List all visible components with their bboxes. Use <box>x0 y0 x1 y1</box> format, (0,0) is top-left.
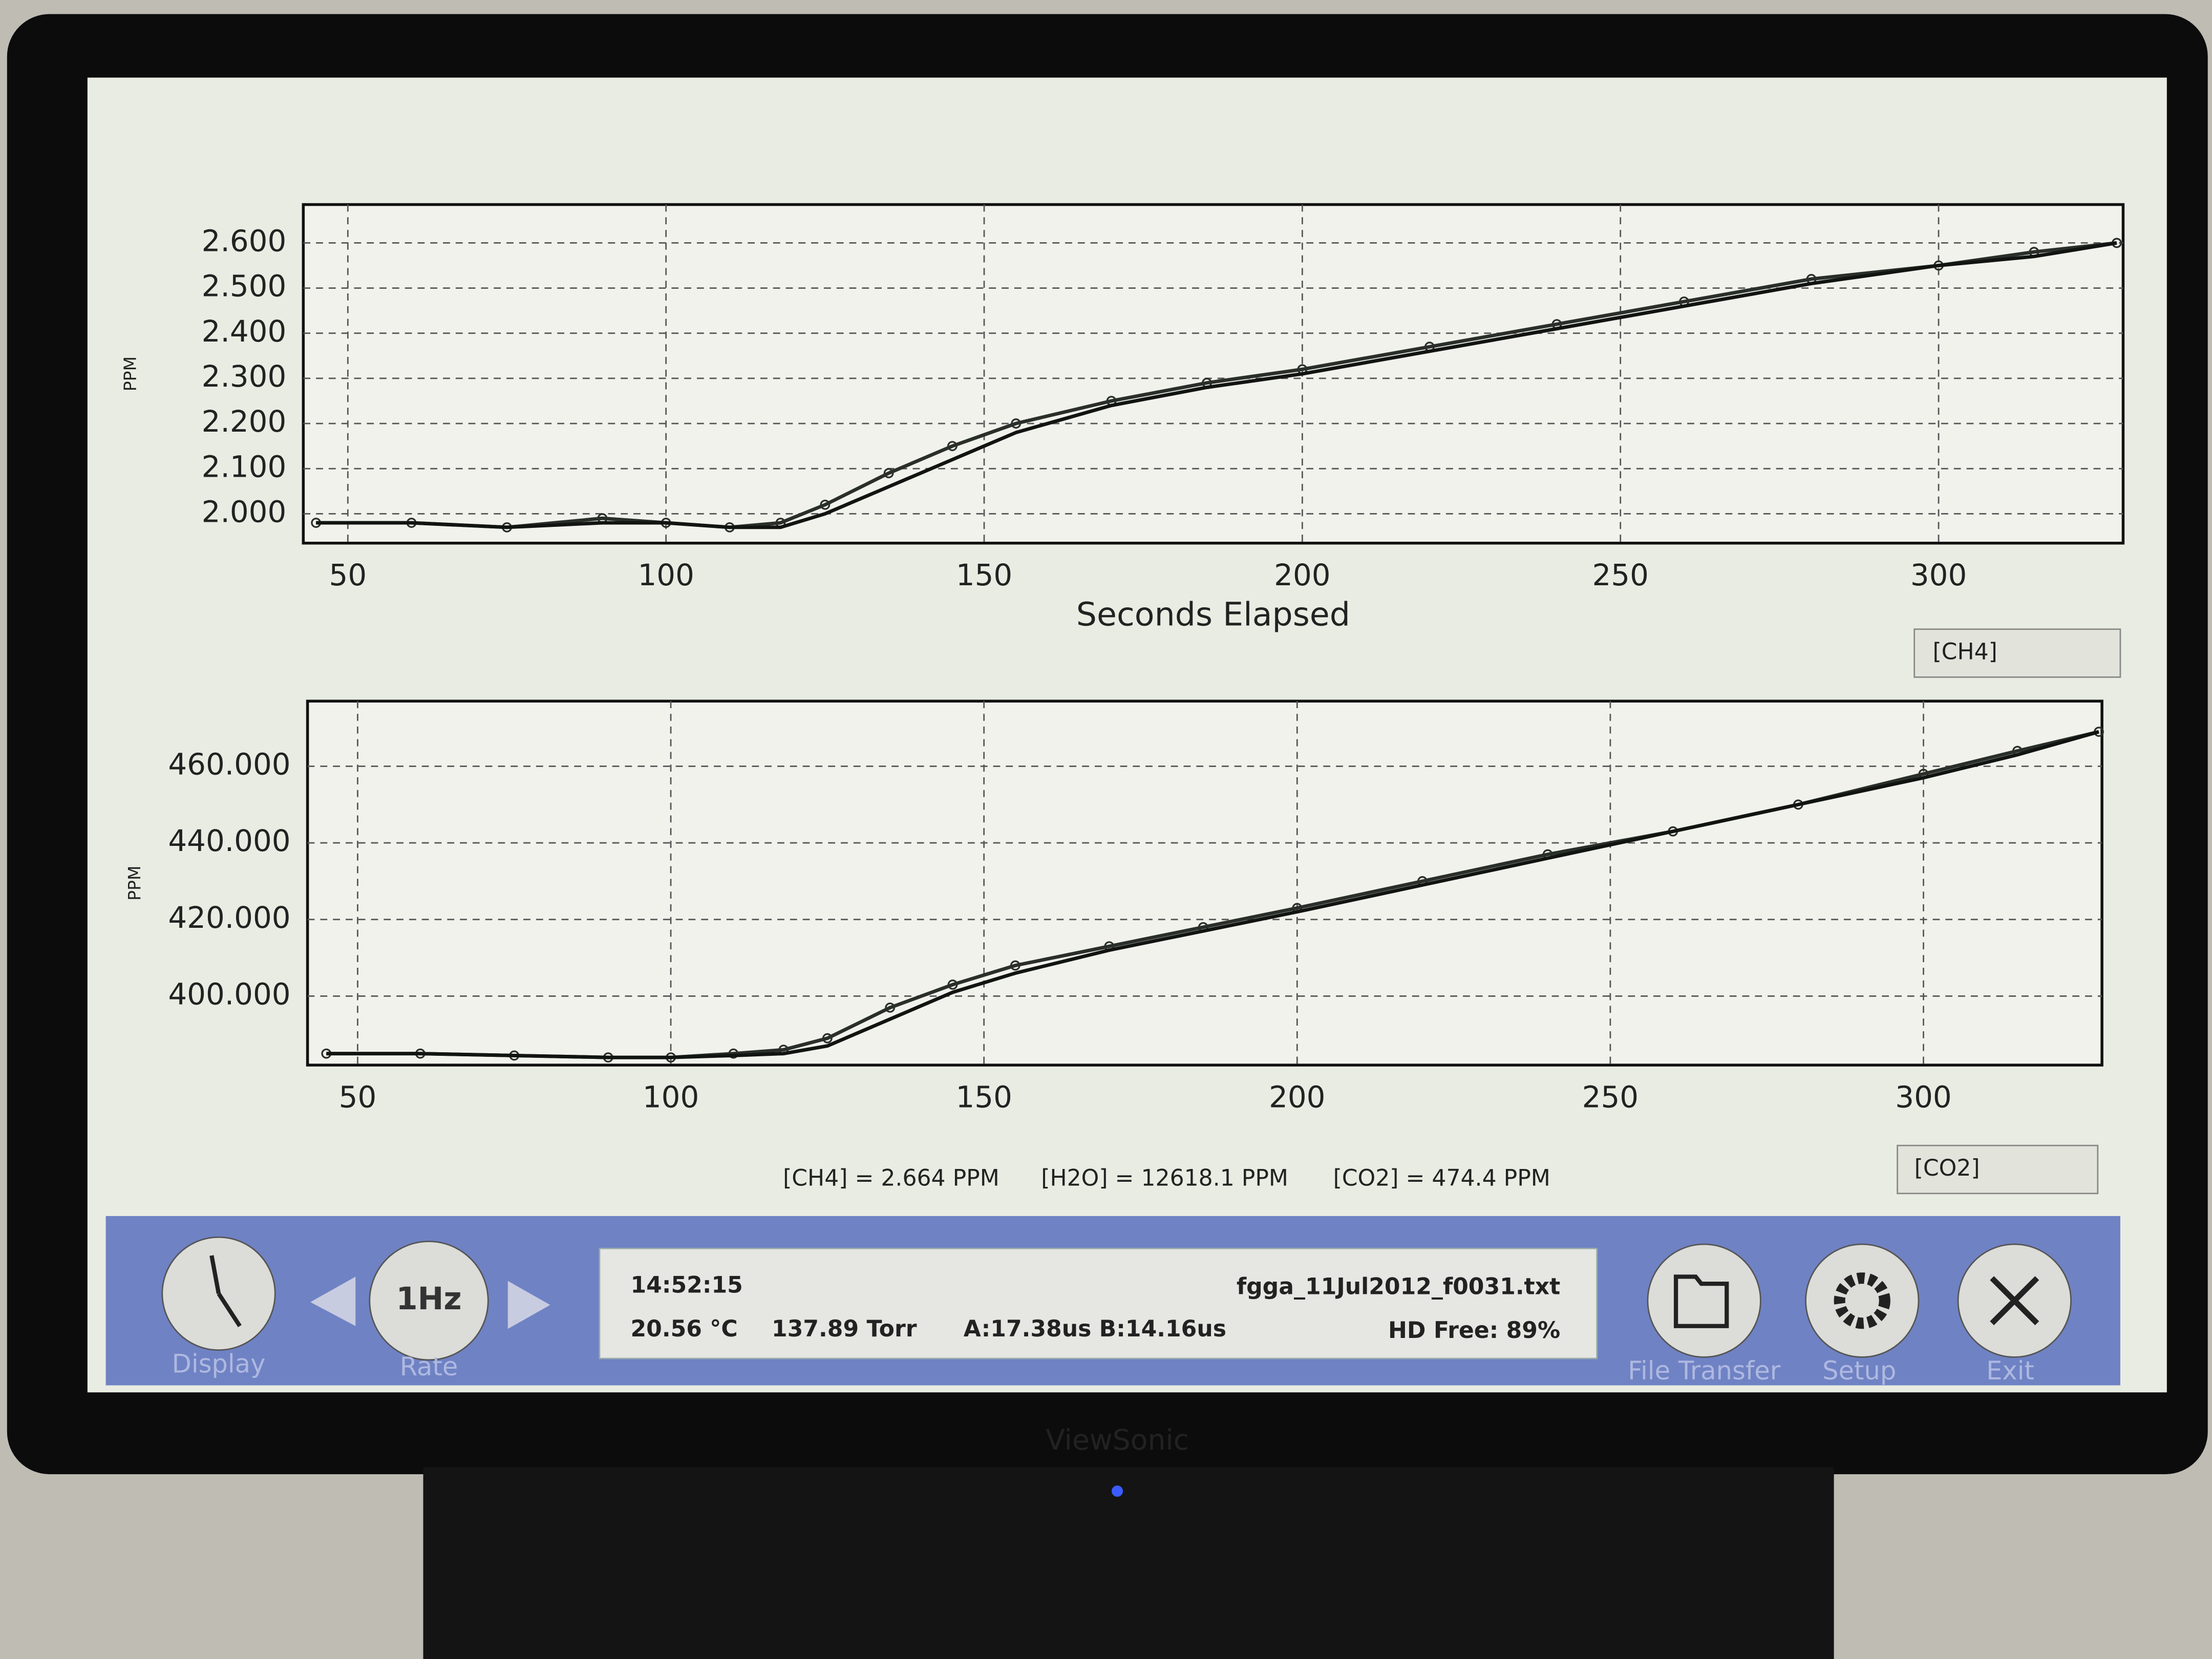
button-label: File Transfer <box>1628 1356 1781 1386</box>
x-tick-label: 50 <box>329 558 367 592</box>
button-face <box>369 1241 489 1361</box>
status-time: 14:52:15 <box>631 1272 743 1299</box>
channel-selector[interactable] <box>1913 628 2121 678</box>
folder-icon <box>1673 1274 1729 1328</box>
x-tick-label: 100 <box>643 1079 699 1114</box>
data-point <box>947 441 958 452</box>
status-pressure: 137.89 Torr <box>772 1316 917 1342</box>
series-line <box>326 730 2099 1059</box>
status-temperature: 20.56 °C <box>631 1316 738 1342</box>
button-face <box>1647 1243 1761 1358</box>
series-line <box>316 241 2117 529</box>
clock-hand <box>209 1255 221 1294</box>
y-tick-label: 2.400 <box>202 314 287 349</box>
status-panel <box>599 1247 1598 1359</box>
button-label: Exit <box>1986 1356 2034 1386</box>
gear-icon <box>1834 1272 1890 1329</box>
selector-label: [CO2] <box>1915 1155 1980 1181</box>
display-button[interactable]: Display <box>161 1236 276 1378</box>
readout: [CO2] = 474.4 PPM <box>1333 1165 1550 1191</box>
x-tick-label: 300 <box>1910 558 1967 592</box>
data-point <box>885 1002 896 1013</box>
y-tick-label: 420.000 <box>168 900 290 935</box>
x-tick-label: 150 <box>955 1079 1012 1114</box>
setup-button[interactable]: Setup <box>1805 1243 1920 1386</box>
selector-label: [CH4] <box>1932 639 1997 665</box>
x-tick-label: 250 <box>1582 1079 1639 1114</box>
x-axis-label: Seconds Elapsed <box>1076 595 1350 633</box>
plot-area <box>306 699 2103 1067</box>
data-point <box>1010 960 1020 971</box>
y-tick-label: 2.500 <box>202 269 287 304</box>
channel-selector[interactable] <box>1897 1144 2099 1195</box>
readout: [H2O] = 12618.1 PPM <box>1041 1165 1288 1191</box>
file-transfer-button[interactable]: File Transfer <box>1628 1243 1781 1386</box>
data-point <box>822 1033 833 1044</box>
y-axis-label: PPM <box>120 356 140 391</box>
button-label: Setup <box>1822 1356 1896 1386</box>
rate-down[interactable] <box>310 1277 356 1326</box>
y-tick-label: 2.100 <box>202 449 287 484</box>
x-tick-label: 200 <box>1269 1079 1325 1114</box>
y-tick-label: 400.000 <box>168 977 290 1012</box>
y-tick-label: 2.200 <box>202 404 287 439</box>
x-tick-label: 250 <box>1592 558 1649 592</box>
rate-button[interactable]: 1Hz Rate <box>369 1241 489 1381</box>
status-timing: A:17.38us B:14.16us <box>964 1316 1226 1342</box>
clock-hand <box>217 1292 242 1328</box>
y-tick-label: 2.600 <box>202 224 287 259</box>
exit-button[interactable]: Exit <box>1957 1243 2072 1386</box>
x-tick-label: 50 <box>339 1079 377 1114</box>
button-label: Display <box>172 1349 266 1378</box>
power-led <box>1112 1485 1123 1497</box>
y-tick-label: 2.300 <box>202 359 287 394</box>
button-label: Rate <box>400 1352 458 1381</box>
close-icon <box>1990 1276 2039 1326</box>
y-tick-label: 440.000 <box>168 823 290 858</box>
status-file: fgga_11Jul2012_f0031.txt <box>1237 1273 1560 1300</box>
series-line <box>316 241 2117 529</box>
x-tick-label: 300 <box>1895 1079 1951 1114</box>
x-tick-label: 200 <box>1274 558 1330 592</box>
status-disk: HD Free: 89% <box>1388 1317 1560 1344</box>
data-point <box>820 499 831 510</box>
y-axis-label: PPM <box>124 866 144 901</box>
plot-area <box>302 203 2125 545</box>
brand: ViewSonic <box>1046 1423 1189 1456</box>
data-point <box>947 980 958 990</box>
readout: [CH4] = 2.664 PPM <box>783 1165 999 1191</box>
rate-value: 1Hz <box>396 1281 461 1317</box>
x-tick-label: 150 <box>956 558 1012 592</box>
y-tick-label: 460.000 <box>168 747 290 782</box>
button-face <box>1805 1243 1920 1358</box>
rate-up[interactable] <box>507 1281 550 1329</box>
y-tick-label: 2.000 <box>202 495 287 529</box>
x-tick-label: 100 <box>637 558 694 592</box>
data-point <box>1011 418 1022 429</box>
data-point <box>883 468 894 478</box>
monitor-stand <box>423 1467 1834 1659</box>
